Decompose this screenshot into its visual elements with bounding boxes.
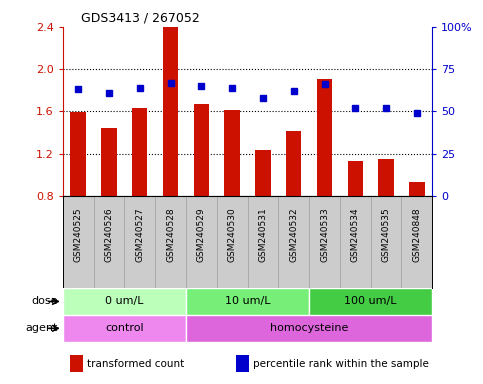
Text: 100 um/L: 100 um/L: [344, 296, 397, 306]
Bar: [348, 161, 363, 196]
Bar: [101, 128, 117, 196]
Bar: [278, 196, 309, 288]
Text: GSM240533: GSM240533: [320, 207, 329, 262]
Bar: [155, 196, 186, 288]
Bar: [371, 196, 401, 288]
Bar: [401, 196, 432, 288]
Text: control: control: [105, 323, 143, 333]
Bar: [194, 104, 209, 196]
Text: 10 um/L: 10 um/L: [225, 296, 270, 306]
Text: GSM240527: GSM240527: [135, 207, 144, 262]
Bar: [71, 113, 86, 196]
Bar: [186, 196, 217, 288]
Text: transformed count: transformed count: [87, 359, 184, 369]
Bar: [309, 196, 340, 288]
Bar: [63, 315, 186, 342]
Text: 0 um/L: 0 um/L: [105, 296, 143, 306]
Text: GSM240848: GSM240848: [412, 207, 421, 262]
Text: agent: agent: [26, 323, 58, 333]
Bar: [409, 182, 425, 196]
Text: GSM240534: GSM240534: [351, 207, 360, 262]
Bar: [63, 288, 186, 315]
Bar: [237, 355, 249, 372]
Bar: [70, 355, 83, 372]
Bar: [217, 196, 247, 288]
Bar: [132, 108, 147, 196]
Text: GSM240530: GSM240530: [227, 207, 237, 262]
Text: GSM240535: GSM240535: [382, 207, 391, 262]
Text: GSM240532: GSM240532: [289, 207, 298, 262]
Bar: [317, 79, 332, 196]
Bar: [340, 196, 371, 288]
Bar: [163, 27, 178, 196]
Text: homocysteine: homocysteine: [270, 323, 348, 333]
Bar: [378, 159, 394, 196]
Text: GDS3413 / 267052: GDS3413 / 267052: [81, 11, 200, 24]
Text: percentile rank within the sample: percentile rank within the sample: [253, 359, 429, 369]
Bar: [186, 315, 432, 342]
Text: GSM240529: GSM240529: [197, 207, 206, 262]
Bar: [225, 110, 240, 196]
Text: GSM240526: GSM240526: [104, 207, 114, 262]
Bar: [255, 151, 270, 196]
Bar: [247, 196, 278, 288]
Bar: [186, 288, 309, 315]
Bar: [309, 288, 432, 315]
Bar: [125, 196, 155, 288]
Bar: [94, 196, 125, 288]
Bar: [286, 131, 301, 196]
Bar: [63, 196, 94, 288]
Text: GSM240531: GSM240531: [258, 207, 268, 262]
Text: dose: dose: [31, 296, 58, 306]
Text: GSM240525: GSM240525: [74, 207, 83, 262]
Text: GSM240528: GSM240528: [166, 207, 175, 262]
